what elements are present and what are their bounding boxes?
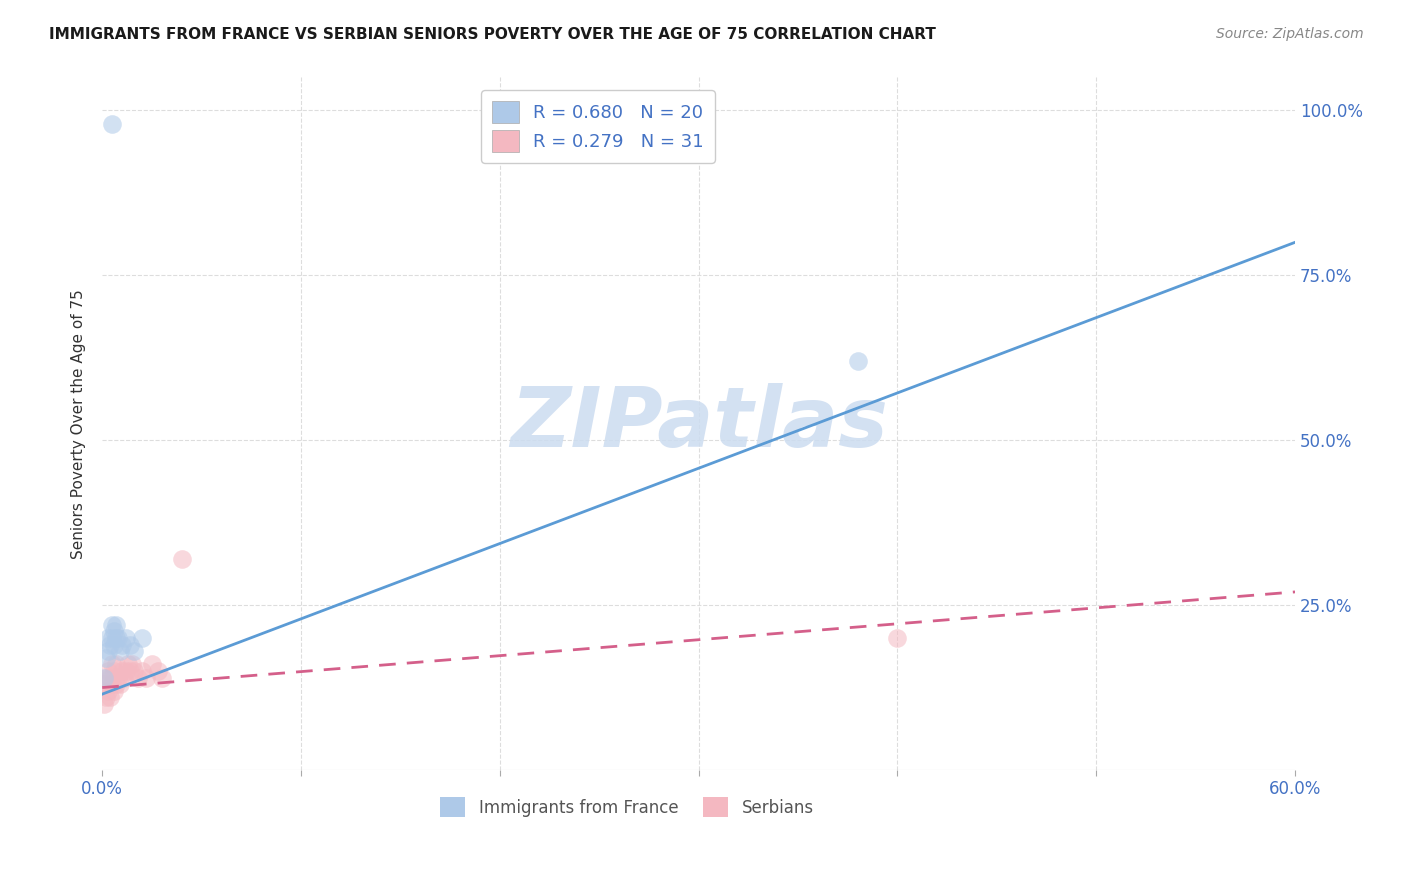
Point — [105, 677, 128, 691]
Point — [150, 671, 173, 685]
Point — [101, 631, 124, 645]
Point — [103, 664, 125, 678]
Point — [105, 657, 128, 672]
Point — [121, 657, 143, 672]
Point — [97, 631, 120, 645]
Point — [117, 657, 139, 672]
Point — [111, 664, 134, 678]
Y-axis label: Seniors Poverty Over the Age of 75: Seniors Poverty Over the Age of 75 — [72, 289, 86, 558]
Point — [107, 671, 129, 685]
Point — [115, 664, 138, 678]
Point — [111, 638, 134, 652]
Text: IMMIGRANTS FROM FRANCE VS SERBIAN SENIORS POVERTY OVER THE AGE OF 75 CORRELATION: IMMIGRANTS FROM FRANCE VS SERBIAN SENIOR… — [49, 27, 936, 42]
Point — [97, 644, 120, 658]
Point — [97, 664, 120, 678]
Point — [846, 354, 869, 368]
Point — [127, 671, 149, 685]
Point — [115, 631, 138, 645]
Point — [122, 664, 145, 678]
Text: Source: ZipAtlas.com: Source: ZipAtlas.com — [1216, 27, 1364, 41]
Point — [886, 631, 908, 645]
Point — [146, 664, 169, 678]
Point — [131, 631, 153, 645]
Point — [103, 638, 125, 652]
Point — [101, 117, 124, 131]
Point — [108, 677, 131, 691]
Point — [98, 690, 121, 705]
Point — [96, 690, 118, 705]
Point — [96, 671, 118, 685]
Point — [93, 671, 115, 685]
Point — [105, 618, 128, 632]
Point — [101, 657, 124, 672]
Point — [98, 638, 121, 652]
Point — [108, 644, 131, 658]
Point — [105, 631, 128, 645]
Point — [107, 631, 129, 645]
Point — [131, 664, 153, 678]
Point — [118, 638, 141, 652]
Point — [118, 664, 141, 678]
Point — [135, 671, 157, 685]
Point — [141, 657, 163, 672]
Text: ZIPatlas: ZIPatlas — [510, 384, 887, 464]
Legend: Immigrants from France, Serbians: Immigrants from France, Serbians — [433, 790, 821, 824]
Point — [122, 644, 145, 658]
Point — [170, 552, 193, 566]
Point — [98, 671, 121, 685]
Point — [101, 618, 124, 632]
Point — [93, 697, 115, 711]
Point — [93, 677, 115, 691]
Point — [112, 671, 135, 685]
Point — [96, 651, 118, 665]
Point — [97, 683, 120, 698]
Point — [103, 624, 125, 639]
Point — [101, 677, 124, 691]
Point — [103, 683, 125, 698]
